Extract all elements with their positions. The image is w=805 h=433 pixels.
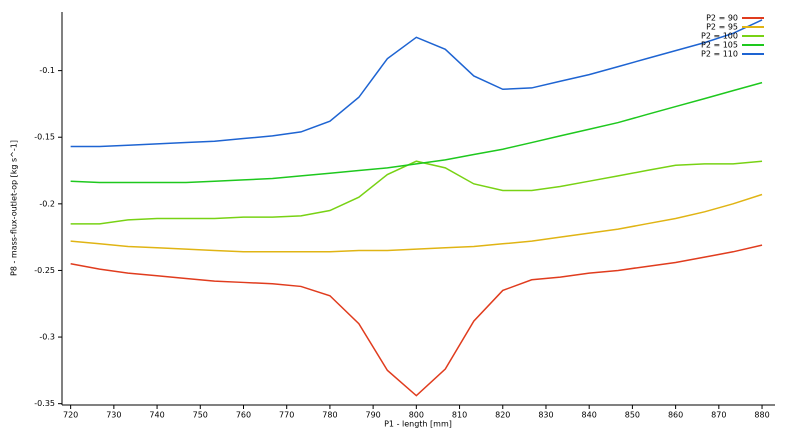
y-tick-label: -0.3	[39, 333, 55, 342]
y-tick-label: -0.2	[39, 199, 55, 208]
data-line	[70, 193, 763, 253]
y-tick-label: -0.35	[34, 399, 55, 408]
x-axis-label: P1 - length [mm]	[384, 420, 452, 429]
x-tick-label: 850	[625, 411, 640, 420]
y-tick-label: -0.25	[34, 266, 55, 275]
data-line	[70, 160, 763, 225]
x-tick-label: 800	[409, 411, 424, 420]
x-tick-label: 780	[322, 411, 337, 420]
x-tick-label: 810	[452, 411, 467, 420]
legend-label: P2 = 105	[701, 41, 738, 50]
x-tick-label: 790	[365, 411, 380, 420]
x-tick-label: 840	[582, 411, 597, 420]
x-tick-label: 730	[106, 411, 121, 420]
y-tick-label: -0.1	[39, 66, 55, 75]
legend-label: P2 = 90	[706, 14, 738, 23]
x-tick-label: 880	[754, 411, 769, 420]
x-tick-label: 820	[495, 411, 510, 420]
y-tick-label: -0.15	[34, 133, 55, 142]
legend-label: P2 = 110	[701, 50, 738, 59]
x-tick-label: 770	[279, 411, 294, 420]
x-tick-label: 860	[668, 411, 683, 420]
y-axis-label: P8 - mass-flux-outlet-op [kg s^-1]	[10, 140, 19, 276]
x-tick-label: 830	[538, 411, 553, 420]
x-tick-label: 870	[711, 411, 726, 420]
x-tick-label: 720	[63, 411, 78, 420]
data-line	[70, 244, 763, 397]
x-tick-label: 750	[193, 411, 208, 420]
data-line	[70, 81, 763, 184]
data-line	[70, 19, 763, 148]
legend-label: P2 = 95	[706, 23, 738, 32]
x-tick-label: 740	[149, 411, 164, 420]
legend-label: P2 = 100	[701, 32, 738, 41]
x-tick-label: 760	[236, 411, 251, 420]
